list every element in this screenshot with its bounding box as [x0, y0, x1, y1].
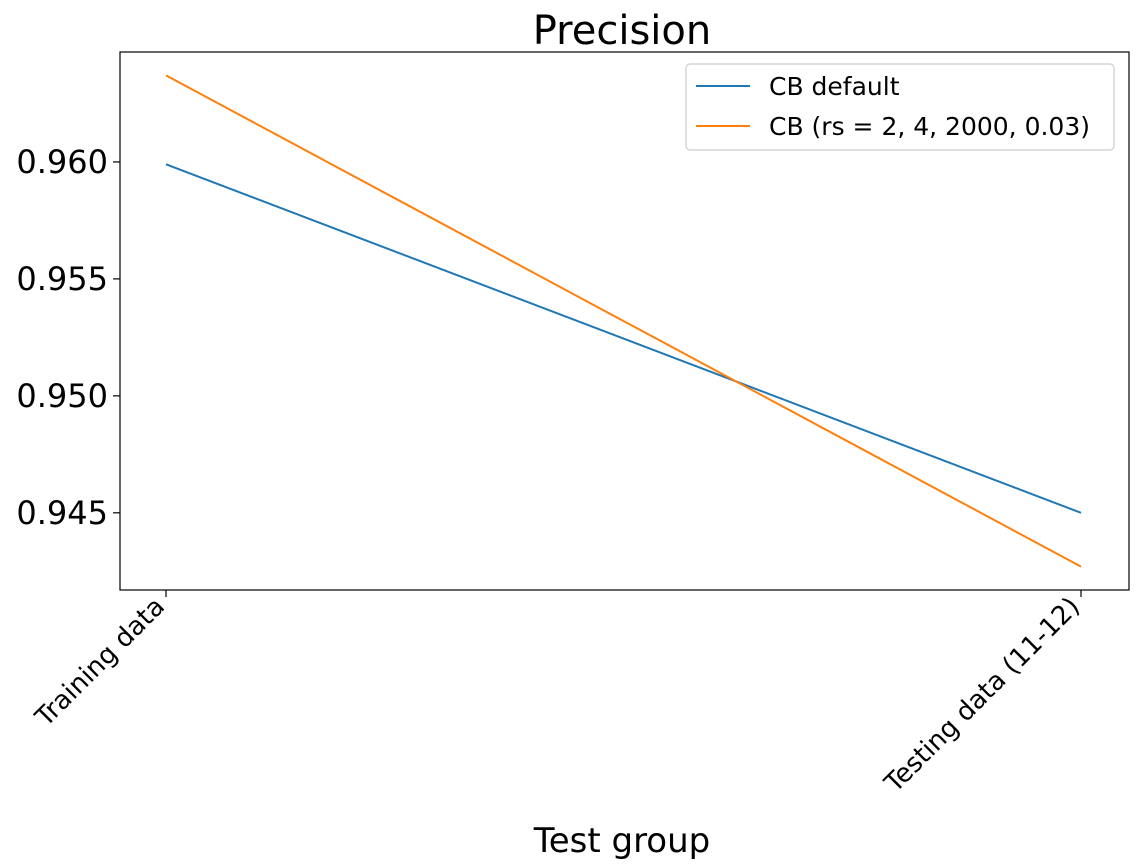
legend: CB default CB (rs = 2, 4, 2000, 0.03) [685, 63, 1115, 151]
y-tick-label: 0.945 [16, 494, 108, 532]
legend-label: CB (rs = 2, 4, 2000, 0.03) [769, 112, 1090, 141]
x-tick-label: Testing data (11-12) [879, 592, 1086, 799]
y-axis: 0.945 0.950 0.955 0.960 [16, 143, 120, 532]
y-tick-label: 0.960 [16, 143, 108, 181]
x-axis-label: Test group [533, 821, 711, 861]
x-tick-label: Training data [29, 592, 171, 734]
series-line-2 [165, 74, 1082, 568]
x-axis: Training data Testing data (11-12) [29, 590, 1086, 799]
series-lines [165, 74, 1082, 568]
series-line-1 [165, 163, 1082, 514]
y-tick-label: 0.955 [16, 260, 108, 298]
chart-title: Precision [533, 8, 711, 54]
y-tick-label: 0.950 [16, 377, 108, 415]
plot-area [119, 51, 1130, 591]
legend-label: CB default [769, 72, 900, 101]
legend-box [685, 63, 1115, 151]
